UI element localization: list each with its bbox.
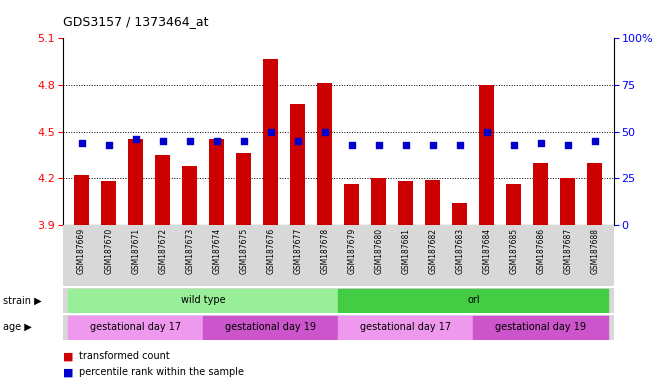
- Point: [374, 141, 384, 147]
- Bar: [399, 181, 413, 225]
- Bar: [68, 289, 339, 312]
- Bar: [339, 316, 473, 339]
- Text: GSM187679: GSM187679: [347, 228, 356, 274]
- Bar: [128, 139, 143, 225]
- Bar: [290, 104, 305, 225]
- Bar: [372, 178, 386, 225]
- Point: [319, 129, 330, 135]
- Point: [131, 136, 141, 142]
- Text: gestational day 19: gestational day 19: [496, 322, 586, 333]
- Text: GSM187669: GSM187669: [77, 228, 86, 274]
- Text: ■: ■: [63, 367, 73, 377]
- Point: [401, 141, 411, 147]
- Bar: [236, 153, 251, 225]
- Point: [184, 138, 195, 144]
- Point: [238, 138, 249, 144]
- Bar: [560, 178, 576, 225]
- Point: [157, 138, 168, 144]
- Point: [535, 140, 546, 146]
- Bar: [68, 316, 203, 339]
- Bar: [203, 316, 339, 339]
- Text: GSM187670: GSM187670: [104, 228, 113, 274]
- Text: GSM187671: GSM187671: [131, 228, 140, 274]
- Text: GSM187674: GSM187674: [212, 228, 221, 274]
- Text: age ▶: age ▶: [3, 322, 32, 333]
- Bar: [452, 203, 467, 225]
- Text: gestational day 17: gestational day 17: [90, 322, 182, 333]
- Bar: [155, 155, 170, 225]
- Bar: [74, 175, 89, 225]
- Bar: [506, 184, 521, 225]
- Text: GSM187685: GSM187685: [510, 228, 518, 274]
- Bar: [533, 162, 548, 225]
- Text: GSM187687: GSM187687: [564, 228, 572, 274]
- Point: [509, 141, 519, 147]
- Text: GSM187688: GSM187688: [591, 228, 599, 274]
- Bar: [339, 289, 609, 312]
- Point: [104, 141, 114, 147]
- Text: wild type: wild type: [181, 295, 226, 306]
- Point: [77, 140, 87, 146]
- Text: transformed count: transformed count: [79, 351, 170, 361]
- Point: [455, 141, 465, 147]
- Bar: [345, 184, 359, 225]
- Point: [562, 141, 573, 147]
- Text: GSM187684: GSM187684: [482, 228, 491, 274]
- Point: [265, 129, 276, 135]
- Text: GSM187686: GSM187686: [537, 228, 545, 274]
- Bar: [263, 59, 278, 225]
- Text: GDS3157 / 1373464_at: GDS3157 / 1373464_at: [63, 15, 208, 28]
- Text: GSM187682: GSM187682: [428, 228, 438, 274]
- Text: GSM187678: GSM187678: [320, 228, 329, 274]
- Text: GSM187683: GSM187683: [455, 228, 465, 274]
- Text: GSM187672: GSM187672: [158, 228, 167, 274]
- Point: [346, 141, 357, 147]
- Point: [292, 138, 303, 144]
- Text: gestational day 19: gestational day 19: [225, 322, 316, 333]
- Bar: [479, 85, 494, 225]
- Bar: [426, 180, 440, 225]
- Bar: [209, 139, 224, 225]
- Text: GSM187677: GSM187677: [293, 228, 302, 274]
- Bar: [101, 181, 116, 225]
- Text: GSM187673: GSM187673: [185, 228, 194, 274]
- Text: GSM187676: GSM187676: [266, 228, 275, 274]
- Point: [428, 141, 438, 147]
- Point: [211, 138, 222, 144]
- Text: GSM187681: GSM187681: [401, 228, 411, 274]
- Bar: [587, 162, 603, 225]
- Text: orl: orl: [467, 295, 480, 306]
- Bar: [317, 83, 332, 225]
- Text: GSM187675: GSM187675: [239, 228, 248, 274]
- Text: ■: ■: [63, 351, 73, 361]
- Text: percentile rank within the sample: percentile rank within the sample: [79, 367, 244, 377]
- Text: strain ▶: strain ▶: [3, 295, 42, 306]
- Point: [589, 138, 600, 144]
- Text: GSM187680: GSM187680: [374, 228, 383, 274]
- Point: [482, 129, 492, 135]
- Bar: [473, 316, 609, 339]
- Bar: [182, 166, 197, 225]
- Text: gestational day 17: gestational day 17: [360, 322, 451, 333]
